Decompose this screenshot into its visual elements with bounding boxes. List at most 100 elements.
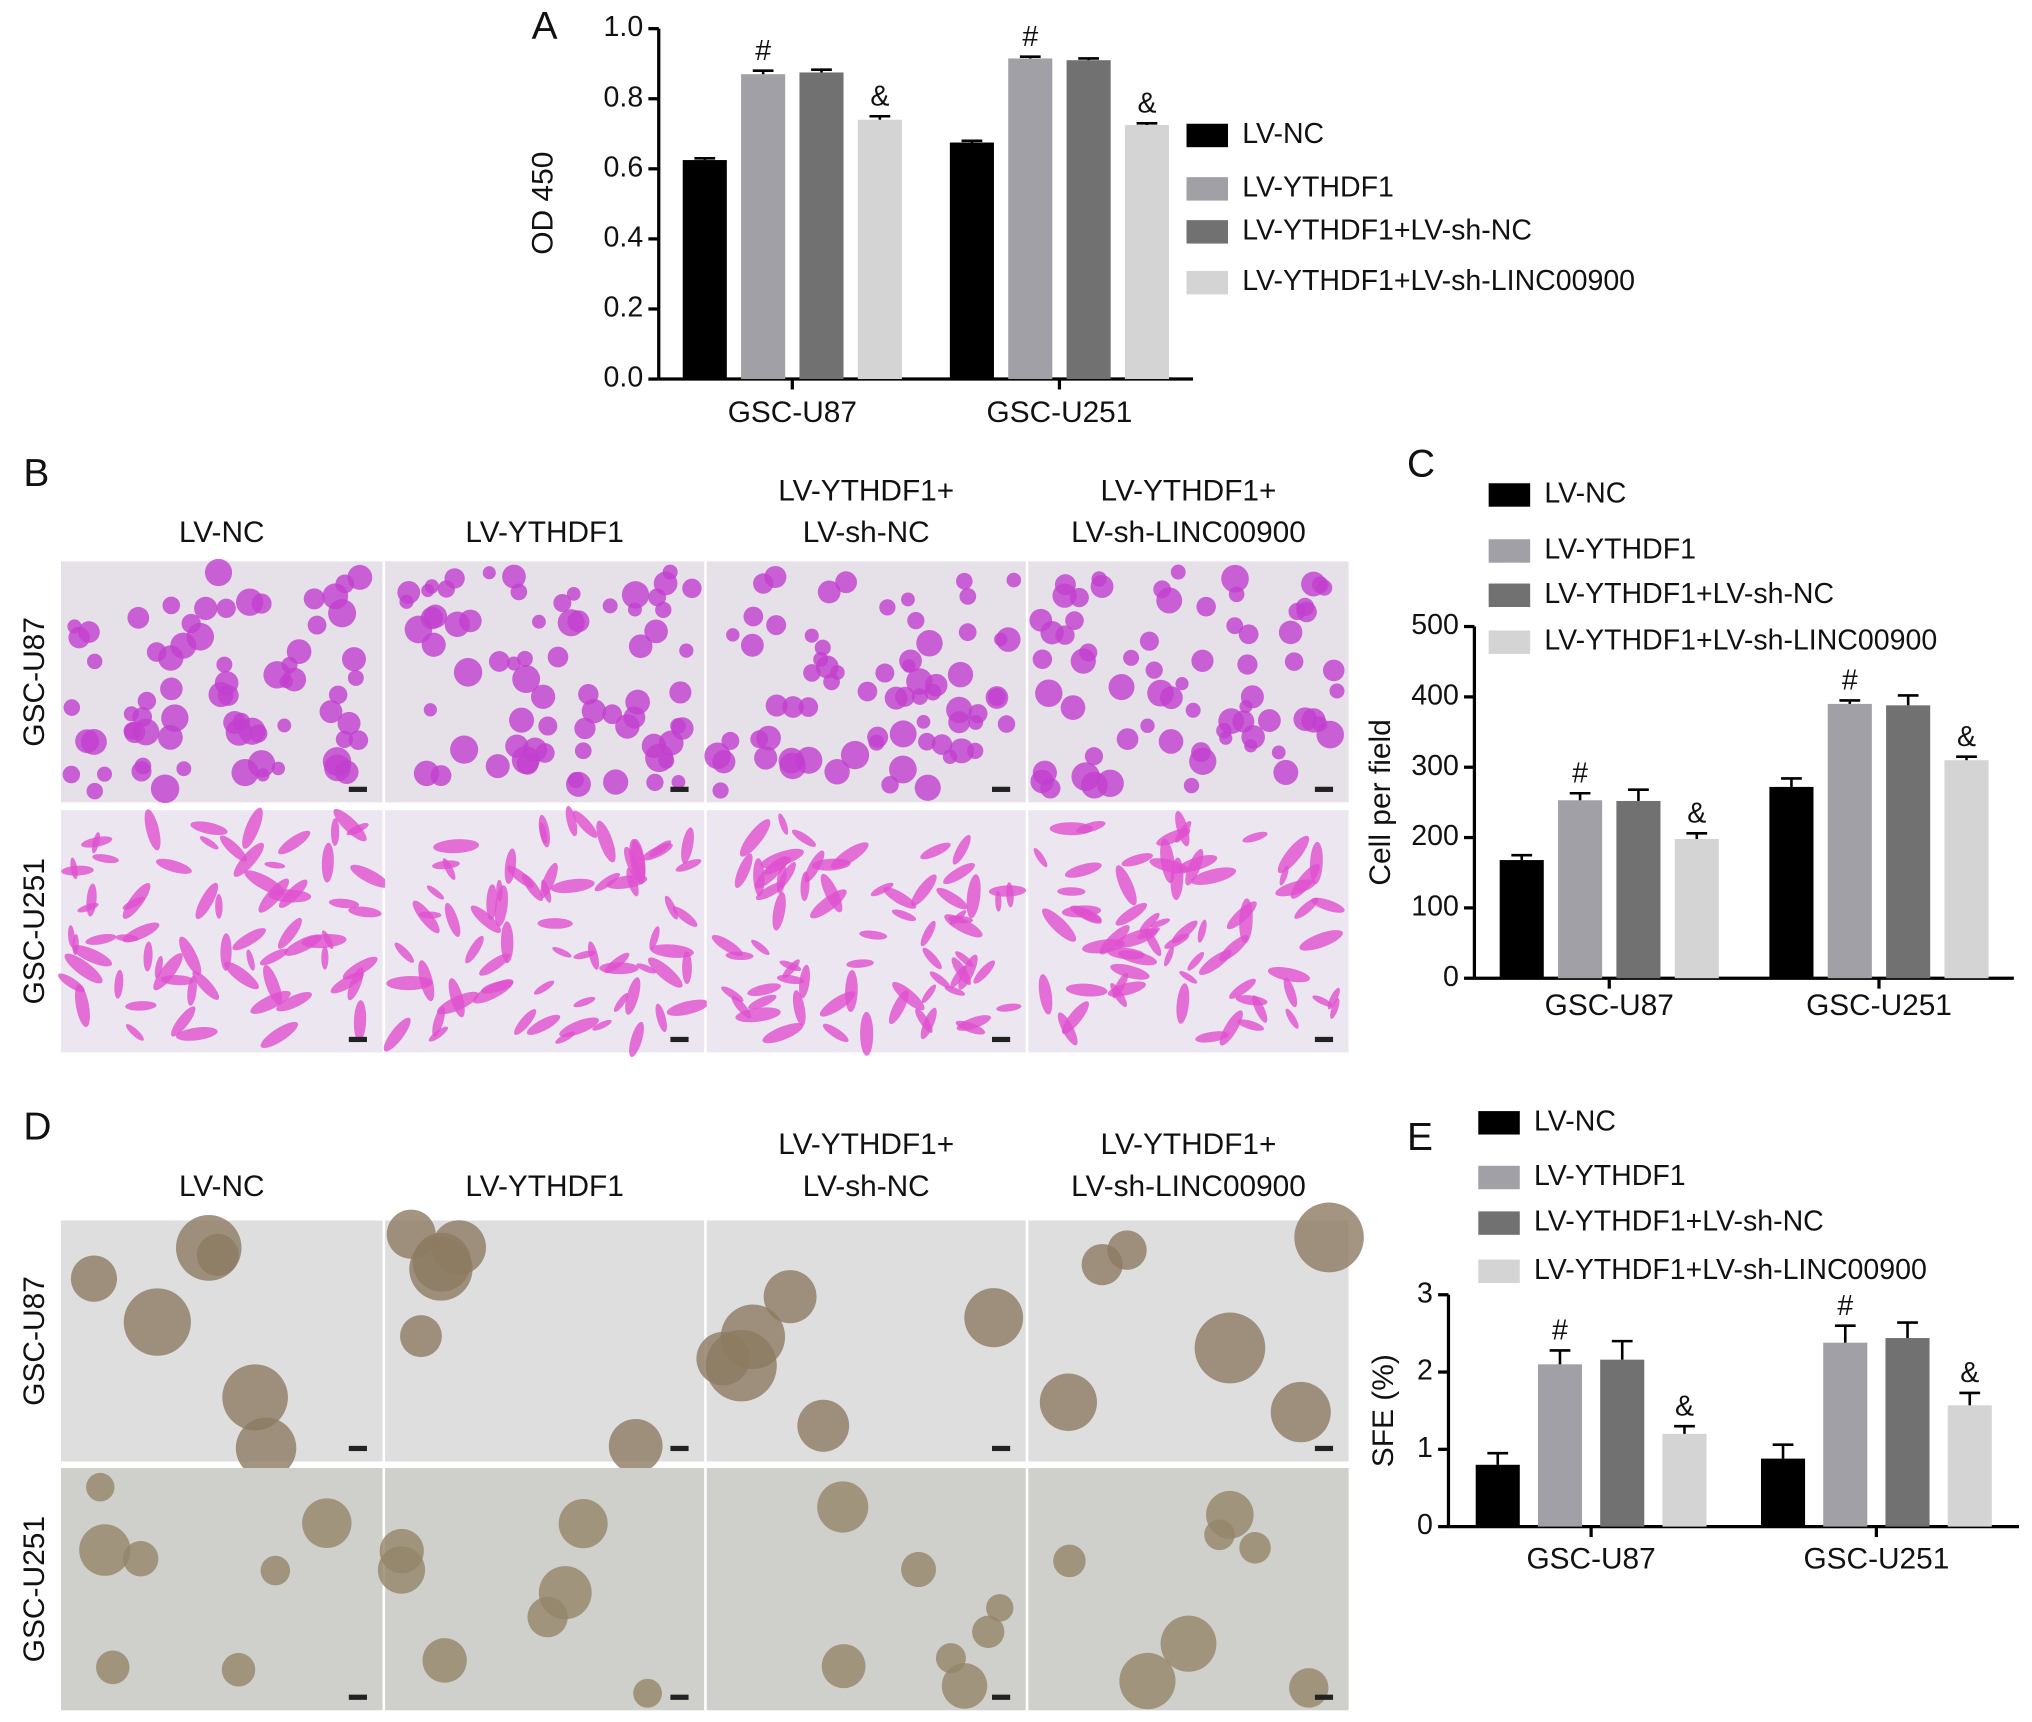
cell	[650, 944, 694, 958]
column-label: LV-NC	[179, 516, 265, 549]
legend-swatch	[1488, 630, 1531, 654]
cell	[646, 773, 664, 792]
cell	[712, 750, 736, 774]
cell	[845, 969, 858, 1013]
cell	[712, 782, 729, 799]
cell	[679, 643, 694, 658]
cell	[931, 734, 953, 755]
cell	[596, 820, 616, 863]
legend-label: LV-YTHDF1	[1544, 533, 1696, 565]
cell	[1179, 970, 1198, 984]
micrograph	[1028, 1467, 1349, 1711]
legend-swatch	[1186, 220, 1229, 244]
cell	[1322, 659, 1345, 682]
cell	[301, 934, 347, 949]
cell	[615, 714, 640, 739]
y-tick-label: 400	[1411, 679, 1459, 711]
cell	[1242, 831, 1268, 843]
cell	[259, 948, 289, 966]
cell	[422, 1638, 467, 1683]
cell	[750, 730, 769, 749]
bar	[1008, 58, 1053, 380]
bar	[1600, 1359, 1645, 1527]
cell	[956, 572, 973, 590]
cell	[895, 686, 915, 707]
cell	[81, 729, 107, 755]
cell	[530, 684, 556, 709]
cell	[526, 1014, 561, 1035]
cell	[1312, 716, 1328, 732]
micrograph	[58, 807, 389, 1053]
cell	[1084, 747, 1104, 766]
cell	[1196, 596, 1216, 617]
cell	[1226, 901, 1257, 930]
cell	[795, 746, 823, 774]
cell	[341, 647, 366, 672]
significance-mark: &	[1957, 721, 1976, 753]
cell	[72, 945, 113, 967]
cell	[1042, 908, 1077, 942]
cell	[800, 871, 810, 902]
cell	[811, 858, 851, 871]
cell	[664, 895, 678, 920]
y-axis-label: SFE (%)	[1367, 1354, 1400, 1467]
cell	[122, 922, 160, 943]
cell	[500, 921, 514, 964]
cell	[504, 848, 517, 885]
cell	[333, 808, 367, 842]
cell	[814, 639, 831, 656]
cell	[242, 807, 263, 849]
cell	[1252, 995, 1268, 1023]
cell	[162, 596, 181, 615]
cell	[479, 953, 510, 976]
cell	[137, 691, 157, 711]
cell	[951, 957, 972, 986]
cell	[1053, 1544, 1086, 1578]
cell	[470, 905, 502, 933]
cell	[726, 628, 740, 642]
bar	[1827, 703, 1872, 979]
y-tick-label: 0	[1417, 1509, 1433, 1541]
cell	[538, 716, 558, 736]
cell	[778, 813, 789, 835]
cell	[1296, 601, 1317, 623]
cell	[1123, 649, 1140, 666]
scale-bar	[670, 786, 689, 792]
cell	[734, 853, 753, 889]
cell	[669, 681, 692, 704]
legend-swatch	[1488, 483, 1531, 507]
cell	[154, 955, 163, 979]
bar	[1947, 1405, 1992, 1527]
cell	[1121, 853, 1153, 867]
significance-mark: #	[755, 35, 771, 67]
cell	[1039, 1373, 1098, 1431]
panel-letter: B	[23, 452, 49, 495]
scale-bar	[1314, 1694, 1334, 1700]
bar	[1662, 1433, 1707, 1527]
legend-label: LV-NC	[1242, 118, 1324, 150]
cell	[459, 609, 482, 633]
cell	[1218, 708, 1244, 735]
cell	[647, 957, 683, 988]
cell	[636, 963, 657, 974]
cell	[538, 1566, 592, 1620]
column-label: LV-YTHDF1+	[778, 474, 954, 507]
cell	[258, 878, 290, 913]
cell	[122, 882, 151, 919]
cell	[922, 947, 942, 970]
cell	[532, 614, 546, 629]
cell	[817, 580, 841, 604]
bar	[1886, 705, 1931, 979]
cell	[181, 613, 201, 634]
significance-mark: #	[1552, 1315, 1568, 1347]
cell	[337, 711, 361, 735]
scale-bar	[1314, 786, 1334, 792]
cell	[1330, 998, 1340, 1019]
y-tick-label: 1	[1417, 1432, 1433, 1464]
cell	[649, 926, 660, 951]
cell	[215, 893, 223, 919]
cell	[465, 935, 484, 964]
cell	[859, 930, 888, 940]
cell	[948, 711, 971, 734]
